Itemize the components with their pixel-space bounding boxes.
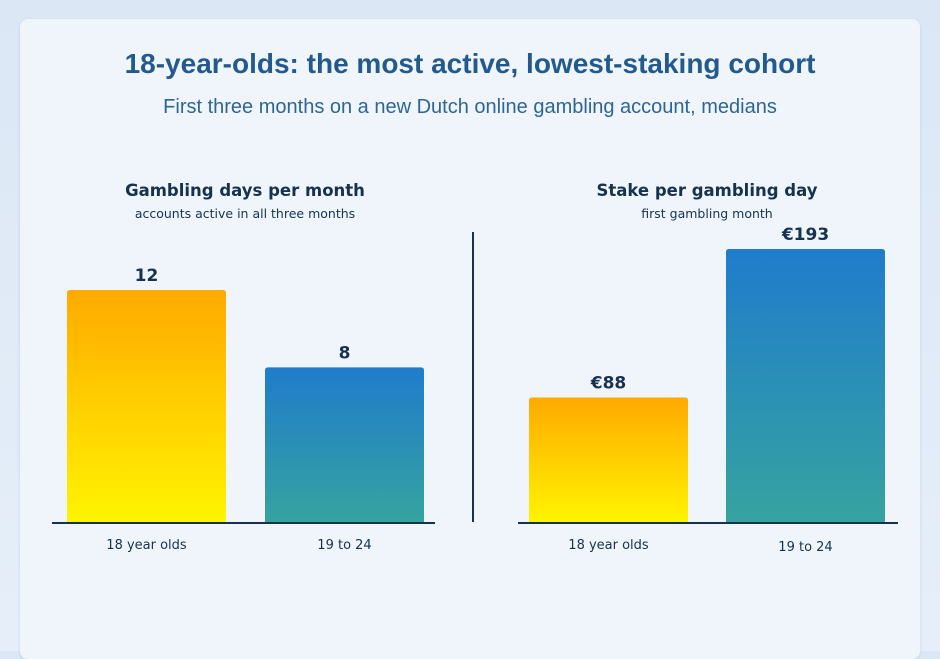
chart-title: 18-year-olds: the most active, lowest-st…	[124, 48, 816, 79]
panel-title: Gambling days per month	[125, 181, 365, 200]
bar-19-to-24	[726, 248, 885, 522]
bar-18-year-olds	[67, 290, 226, 522]
panel-subtitle: accounts active in all three months	[135, 206, 355, 221]
category-label: 19 to 24	[778, 540, 832, 555]
bar-18-year-olds	[529, 397, 688, 522]
chart-panel-2: Stake per gambling day first gambling mon…	[518, 181, 898, 555]
category-label: 18 year olds	[106, 538, 187, 553]
data-label: 8	[339, 343, 351, 363]
data-label: 12	[135, 266, 159, 286]
panel-title: Stake per gambling day	[596, 181, 817, 200]
chart-panel-1: Gambling days per month accounts active i…	[52, 181, 435, 553]
bar-19-to-24	[265, 367, 424, 522]
data-label: €88	[590, 374, 627, 394]
category-label: 19 to 24	[317, 538, 371, 553]
data-label: €193	[781, 225, 829, 245]
panel-subtitle: first gambling month	[641, 206, 772, 221]
category-label: 18 year olds	[568, 538, 649, 553]
chart-subtitle: First three months on a new Dutch online…	[163, 96, 777, 118]
